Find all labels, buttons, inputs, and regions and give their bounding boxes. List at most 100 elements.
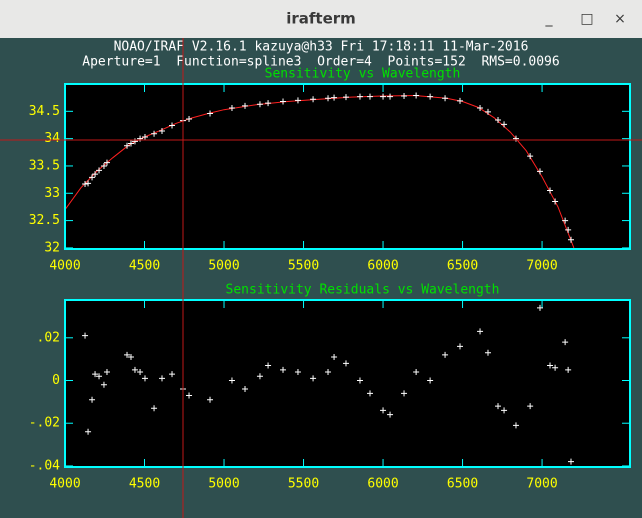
- x-tick-label: 7000: [526, 259, 557, 274]
- x-tick-label: 4000: [49, 259, 80, 274]
- data-point: [457, 343, 464, 350]
- data-point: [512, 135, 519, 142]
- y-tick-label: 0: [52, 373, 60, 388]
- minimize-button[interactable]: _: [545, 11, 554, 27]
- data-point: [256, 101, 263, 108]
- data-point: [265, 362, 272, 369]
- data-point: [169, 371, 176, 378]
- data-point: [356, 377, 363, 384]
- y-tick-label: -.02: [29, 416, 60, 431]
- x-tick-label: 5500: [288, 477, 319, 492]
- data-point: [96, 167, 103, 174]
- y-tick-label: 34.5: [29, 104, 60, 119]
- data-point: [141, 133, 148, 140]
- plot-frame: [64, 299, 631, 468]
- data-point: [228, 377, 235, 384]
- data-point: [325, 368, 332, 375]
- maximize-button[interactable]: □: [580, 11, 593, 27]
- x-tick-label: 4500: [129, 259, 160, 274]
- data-point: [92, 171, 99, 178]
- data-point: [495, 403, 502, 410]
- data-point: [124, 142, 131, 149]
- x-tick-label: 5000: [208, 259, 239, 274]
- data-point: [186, 115, 193, 122]
- data-point: [127, 140, 134, 147]
- data-point: [367, 390, 374, 397]
- data-point: [310, 375, 317, 382]
- data-point: [89, 174, 96, 181]
- data-point: [512, 422, 519, 429]
- data-point: [552, 364, 559, 371]
- data-point: [380, 407, 387, 414]
- title-bar: [0, 0, 642, 38]
- data-point: [342, 360, 349, 367]
- data-point: [477, 328, 484, 335]
- data-point: [552, 198, 559, 205]
- data-point: [265, 100, 272, 107]
- data-point: [85, 180, 92, 187]
- data-point: [137, 368, 144, 375]
- data-point: [131, 366, 138, 373]
- data-point: [331, 354, 338, 361]
- data-point: [568, 236, 575, 243]
- data-point: [527, 403, 534, 410]
- plot-title: Sensitivity Residuals vs Wavelength: [226, 283, 500, 298]
- data-point: [242, 102, 249, 109]
- data-point: [342, 94, 349, 101]
- plots: Sensitivity vs Wavelength 4000 4500 5000 550…: [29, 67, 631, 492]
- data-point: [310, 96, 317, 103]
- data-point: [562, 217, 569, 224]
- data-point: [325, 95, 332, 102]
- data-point: [124, 351, 131, 358]
- data-point: [280, 366, 287, 373]
- y-tick-label: 34: [44, 131, 60, 146]
- data-point: [501, 121, 508, 128]
- data-point: [387, 411, 394, 418]
- data-point: [401, 93, 408, 100]
- data-point: [380, 93, 387, 100]
- data-point: [294, 368, 301, 375]
- data-point: [100, 162, 107, 169]
- data-point: [442, 351, 449, 358]
- x-tick-label: 6000: [367, 259, 398, 274]
- data-point: [151, 405, 158, 412]
- data-point: [92, 371, 99, 378]
- header-line: NOAO/IRAF V2.16.1 kazuya@h33 Fri 17:18:1…: [114, 40, 529, 55]
- data-point: [413, 368, 420, 375]
- data-point: [565, 366, 572, 373]
- data-point: [565, 226, 572, 233]
- data-point: [568, 458, 575, 465]
- data-point: [477, 105, 484, 112]
- data-point: [169, 122, 176, 129]
- x-tick-label: 4000: [49, 477, 80, 492]
- data-point: [151, 130, 158, 137]
- data-point: [242, 386, 249, 393]
- data-point: [141, 375, 148, 382]
- data-point: [547, 187, 554, 194]
- data-point: [186, 392, 193, 399]
- window-title: irafterm: [286, 10, 356, 28]
- y-tick-label: -.04: [29, 458, 60, 473]
- data-point: [536, 304, 543, 311]
- y-tick-label: .02: [37, 330, 60, 345]
- header-line: Aperture=1 Function=spline3 Order=4 Poin…: [82, 55, 559, 70]
- data-point: [159, 375, 166, 382]
- data-point: [356, 93, 363, 100]
- x-tick-label: 5000: [208, 477, 239, 492]
- data-point: [401, 390, 408, 397]
- data-point: [131, 138, 138, 145]
- data-point: [413, 92, 420, 99]
- data-point: [294, 97, 301, 104]
- close-button[interactable]: ×: [614, 11, 626, 27]
- data-point: [501, 407, 508, 414]
- data-point: [100, 381, 107, 388]
- plot-area: [65, 300, 630, 467]
- data-point: [387, 93, 394, 100]
- data-point: [457, 97, 464, 104]
- data-point: [495, 117, 502, 124]
- data-point: [228, 105, 235, 112]
- data-point: [527, 153, 534, 160]
- data-point: [159, 127, 166, 134]
- data-point: [96, 373, 103, 380]
- x-tick-label: 6500: [447, 477, 478, 492]
